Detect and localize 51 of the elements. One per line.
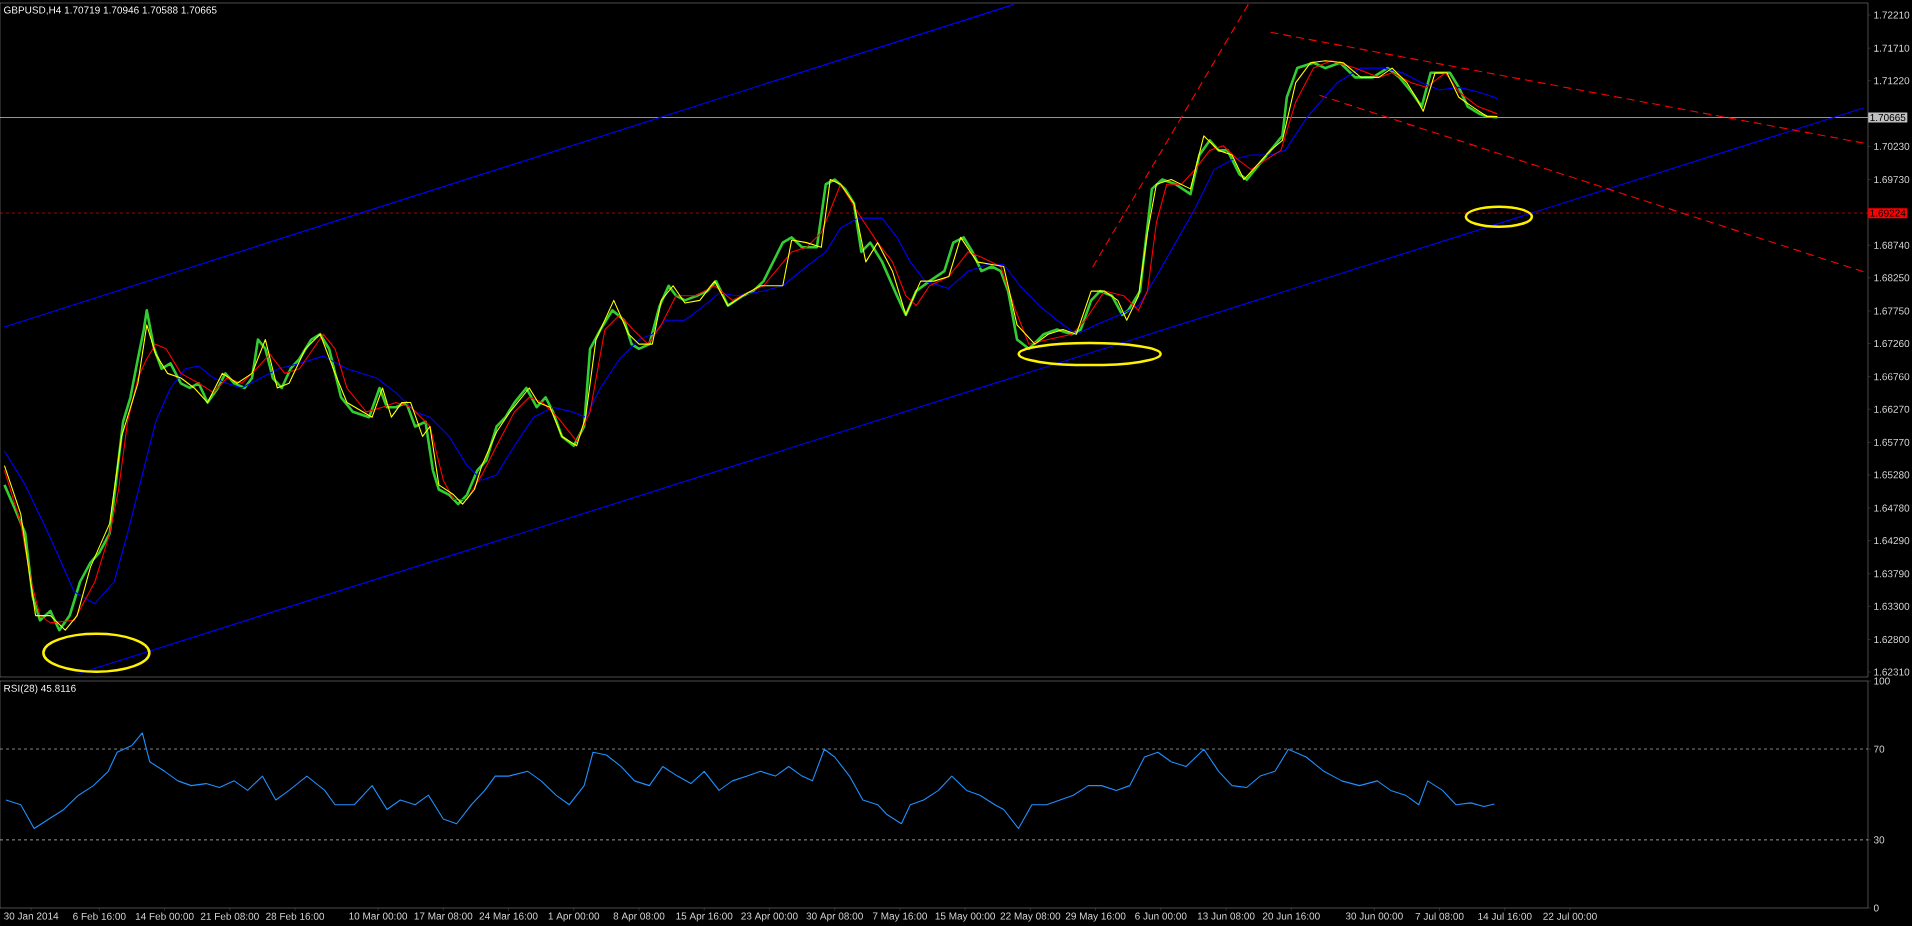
x-tick-label: 24 Mar 16:00	[479, 912, 538, 920]
chart-title: GBPUSD,H4 1.70719 1.70946 1.70588 1.70665	[4, 6, 217, 15]
x-tick-label: 30 Jun 00:00	[1345, 912, 1403, 920]
x-tick-label: 8 Apr 08:00	[613, 912, 665, 922]
y-tick-label: 1.62310	[1874, 668, 1910, 676]
y-tick-label: 1.70230	[1874, 142, 1910, 150]
y-tick-label: 1.63790	[1874, 570, 1910, 578]
x-tick-label: 17 Mar 08:00	[414, 912, 473, 920]
x-tick-label: 29 May 16:00	[1065, 912, 1126, 922]
x-tick-label: 14 Feb 00:00	[135, 912, 194, 920]
y-tick-label: 100	[1874, 677, 1890, 685]
y-tick-label: 1.64780	[1874, 504, 1910, 512]
y-tick-label: 30	[1873, 836, 1885, 844]
y-tick-label: 1.71710	[1874, 44, 1910, 52]
x-tick-label: 7 May 16:00	[872, 912, 928, 922]
x-tick-label: 15 Apr 16:00	[676, 912, 733, 922]
y-tick-label: 1.68250	[1874, 274, 1910, 282]
x-tick-label: 1 Apr 00:00	[548, 912, 600, 922]
y-tick-label: 1.62800	[1874, 635, 1910, 644]
y-tick-label: 1.65770	[1874, 438, 1910, 446]
y-tick-label: 1.72210	[1874, 11, 1910, 19]
chart-title: RSI(28) 45.8116	[4, 684, 76, 694]
x-tick-label: 30 Jan 2014	[4, 912, 59, 920]
x-tick-label: 30 Apr 08:00	[806, 912, 863, 922]
x-tick-label: 14 Jul 16:00	[1478, 912, 1532, 920]
y-tick-label: 70	[1874, 745, 1885, 753]
y-tick-label: 1.63300	[1874, 602, 1910, 610]
y-tick-label: 1.67260	[1874, 339, 1910, 348]
x-tick-label: 21 Feb 08:00	[200, 912, 259, 920]
x-tick-label: 15 May 00:00	[935, 912, 996, 922]
x-tick-label: 28 Feb 16:00	[266, 912, 325, 920]
y-tick-label: 1.64290	[1874, 537, 1910, 545]
x-tick-label: 10 Mar 00:00	[349, 912, 408, 920]
x-tick-label: 23 Apr 00:00	[741, 912, 798, 922]
x-tick-label: 22 Jul 00:00	[1543, 912, 1597, 920]
y-tick-label: 1.71220	[1874, 77, 1910, 85]
ref-line-label: 1.70665	[1870, 114, 1906, 122]
x-tick-label: 7 Jul 08:00	[1415, 912, 1464, 920]
x-tick-label: 6 Jun 00:00	[1135, 912, 1187, 920]
y-tick-label: 0	[1873, 904, 1879, 912]
y-tick-label: 1.65280	[1874, 471, 1910, 479]
x-tick-label: 6 Feb 16:00	[73, 912, 126, 920]
y-tick-label: 1.66270	[1874, 405, 1910, 413]
x-tick-label: 13 Jun 08:00	[1197, 912, 1255, 920]
ref-line-label: 1.69224	[1870, 209, 1906, 217]
y-tick-label: 1.69730	[1874, 176, 1910, 184]
y-tick-label: 1.66760	[1874, 373, 1910, 381]
x-tick-label: 20 Jun 16:00	[1262, 912, 1320, 920]
y-tick-label: 1.67750	[1874, 307, 1910, 315]
x-tick-label: 22 May 08:00	[1000, 912, 1061, 922]
y-tick-label: 1.68740	[1874, 241, 1910, 249]
